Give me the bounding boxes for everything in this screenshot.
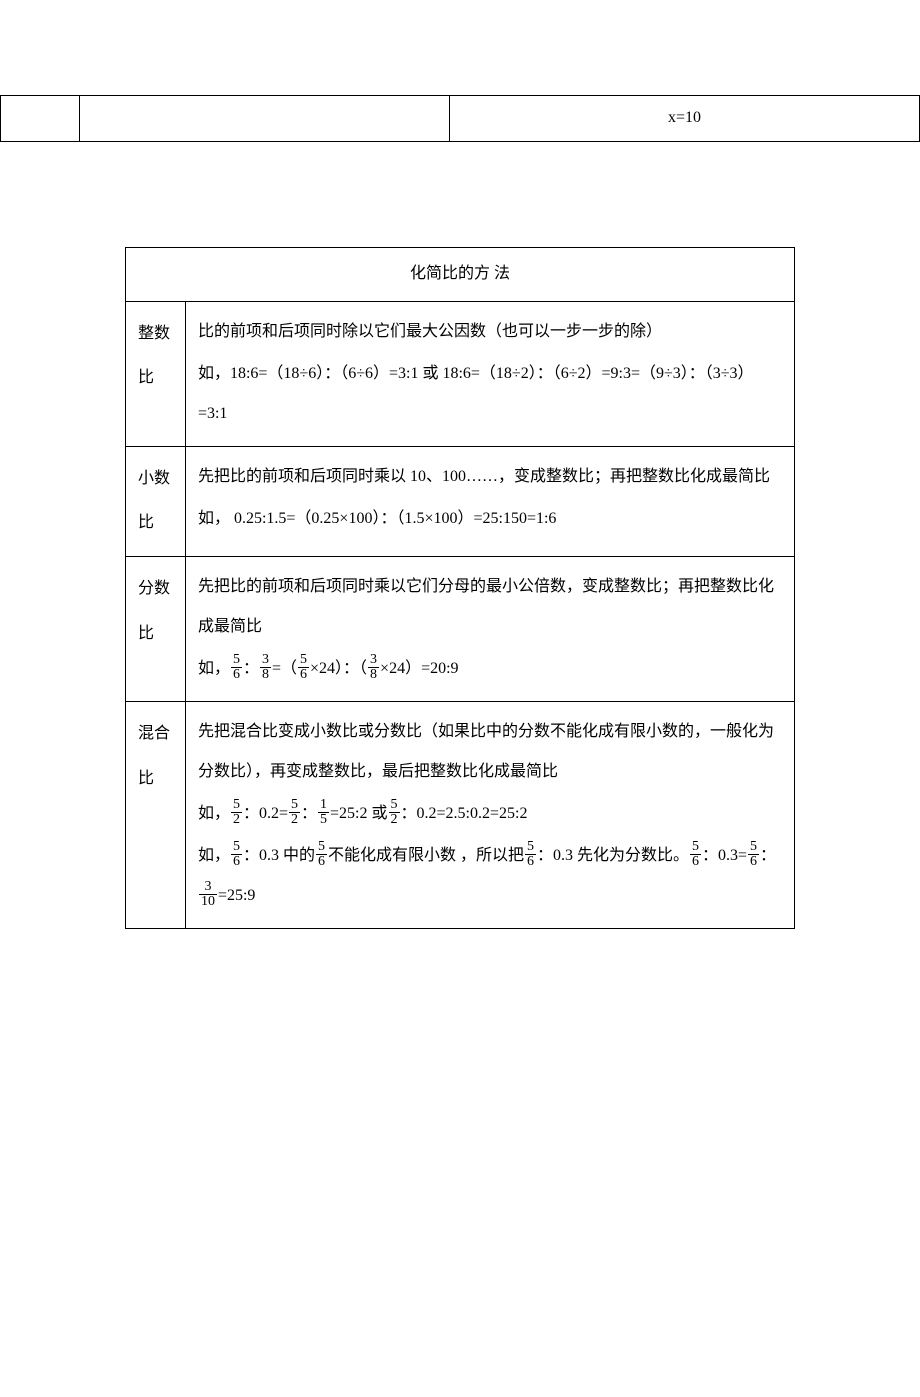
row-label: 分数比 xyxy=(126,557,186,702)
fraction: 52 xyxy=(289,798,300,827)
content-line: 如，56：38=（56×24）：（38×24）=20:9 xyxy=(198,649,782,689)
fraction: 52 xyxy=(389,798,400,827)
fraction: 56 xyxy=(316,840,327,869)
row-content: 先把混合比变成小数比或分数比（如果比中的分数不能化成有限小数的，一般化为分数比）… xyxy=(185,702,794,929)
fraction: 310 xyxy=(199,880,217,909)
top-cell-2 xyxy=(80,96,450,142)
fraction: 56 xyxy=(690,840,701,869)
row-content: 先把比的前项和后项同时乘以它们分母的最小公倍数，变成整数比；再把整数比化成最简比… xyxy=(185,557,794,702)
row-content: 先把比的前项和后项同时乘以 10、100……，变成整数比；再把整数比化成最简比如… xyxy=(185,446,794,557)
fraction: 15 xyxy=(318,798,329,827)
top-fragment-table: x=10 xyxy=(0,95,920,142)
row-content: 比的前项和后项同时除以它们最大公因数（也可以一步一步的除）如，18:6=（18÷… xyxy=(185,301,794,446)
fraction: 38 xyxy=(260,653,271,682)
table-row: 分数比先把比的前项和后项同时乘以它们分母的最小公倍数，变成整数比；再把整数比化成… xyxy=(126,557,795,702)
content-line: 先把混合比变成小数比或分数比（如果比中的分数不能化成有限小数的，一般化为分数比）… xyxy=(198,712,782,792)
content-line: 如，56：0.3 中的56不能化成有限小数 ，所以把56：0.3 先化为分数比。… xyxy=(198,836,782,916)
fraction: 56 xyxy=(231,653,242,682)
table-title-row: 化简比的方 法 xyxy=(126,247,795,301)
content-line: 比的前项和后项同时除以它们最大公因数（也可以一步一步的除） xyxy=(198,312,782,352)
content-line: 先把比的前项和后项同时乘以它们分母的最小公倍数，变成整数比；再把整数比化成最简比 xyxy=(198,567,782,647)
fraction: 56 xyxy=(525,840,536,869)
table-title: 化简比的方 法 xyxy=(126,247,795,301)
content-line: 如， 0.25:1.5=（0.25×100）：（1.5×100）=25:150=… xyxy=(198,499,782,539)
fraction: 52 xyxy=(231,798,242,827)
top-fragment-row: x=10 xyxy=(1,96,920,142)
content-line: 先把比的前项和后项同时乘以 10、100……，变成整数比；再把整数比化成最简比 xyxy=(198,457,782,497)
simplify-ratio-table: 化简比的方 法 整数比比的前项和后项同时除以它们最大公因数（也可以一步一步的除）… xyxy=(125,247,795,929)
table-row: 整数比比的前项和后项同时除以它们最大公因数（也可以一步一步的除）如，18:6=（… xyxy=(126,301,795,446)
row-label: 混合比 xyxy=(126,702,186,929)
table-row: 小数比先把比的前项和后项同时乘以 10、100……，变成整数比；再把整数比化成最… xyxy=(126,446,795,557)
table-row: 混合比先把混合比变成小数比或分数比（如果比中的分数不能化成有限小数的，一般化为分… xyxy=(126,702,795,929)
fraction: 56 xyxy=(231,840,242,869)
content-line: 如，52：0.2=52：15=25:2 或52：0.2=2.5:0.2=25:2 xyxy=(198,794,782,834)
row-label: 小数比 xyxy=(126,446,186,557)
fraction: 38 xyxy=(368,653,379,682)
content-line: 如，18:6=（18÷6）：（6÷6）=3:1 或 18:6=（18÷2）：（6… xyxy=(198,354,782,434)
fraction: 56 xyxy=(748,840,759,869)
top-cell-1 xyxy=(1,96,80,142)
row-label: 整数比 xyxy=(126,301,186,446)
fraction: 56 xyxy=(298,653,309,682)
top-cell-equation: x=10 xyxy=(449,96,919,142)
